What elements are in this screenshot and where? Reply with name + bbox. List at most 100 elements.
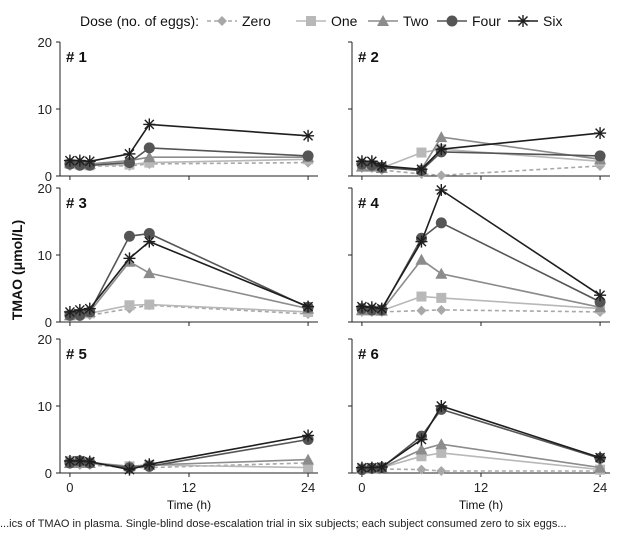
legend-marker-one: [306, 16, 316, 26]
data-point-six: [594, 289, 607, 302]
x-tick-label: 12: [474, 480, 488, 495]
y-axis-label: TMAO (μmol/L): [9, 220, 25, 320]
data-point-six: [435, 143, 448, 156]
data-point-six: [375, 159, 388, 172]
series-line-six: [361, 132, 601, 171]
data-point-six: [63, 305, 76, 318]
data-point-two: [143, 151, 156, 163]
series-line-zero: [361, 468, 601, 472]
legend-marker-zero: [217, 16, 227, 26]
panel-title: # 4: [358, 195, 380, 212]
data-point-six: [143, 458, 156, 471]
data-point-six: [355, 461, 368, 474]
data-point-four: [302, 150, 314, 162]
data-point-zero: [436, 170, 447, 181]
tmao-figure: Dose (no. of eggs): Zero One Two Four Six TM…: [9, 13, 610, 512]
panel-6: 0 12 24 # 6 Time (h): [348, 338, 610, 512]
data-point-zero: [416, 305, 427, 316]
data-point-four: [143, 142, 155, 154]
data-point-four: [123, 230, 135, 242]
series-six: [355, 400, 607, 474]
data-point-six: [365, 155, 378, 168]
panel-5: 0 10 20 0 12 24 # 5 Time (h): [38, 332, 318, 512]
panel-title: # 5: [66, 346, 87, 363]
data-point-six: [83, 455, 96, 468]
legend-label-four: Four: [472, 13, 501, 29]
series-line-six: [361, 405, 601, 469]
legend-label-zero: Zero: [242, 13, 271, 29]
series-line-four: [69, 232, 309, 317]
legend-marker-six: [517, 15, 529, 27]
legend-items: Zero One Two Four Six: [207, 13, 562, 29]
data-point-six: [375, 302, 388, 315]
panel-title: # 3: [66, 195, 87, 212]
data-point-four: [123, 157, 135, 169]
legend-item-one: One: [296, 13, 358, 29]
legend-label-six: Six: [543, 13, 562, 29]
data-point-one: [416, 291, 427, 302]
data-point-two: [435, 438, 448, 450]
y-tick-label: 10: [38, 248, 52, 263]
panel-title: # 2: [358, 49, 379, 66]
data-point-zero: [436, 304, 447, 315]
figure-caption: ...ics of TMAO in plasma. Single-blind d…: [0, 518, 567, 530]
series-four: [64, 142, 314, 171]
y-tick-label: 10: [38, 399, 52, 414]
data-point-one: [124, 300, 135, 311]
x-tick-label: 0: [66, 480, 73, 495]
series-two: [355, 438, 607, 474]
data-point-four: [594, 296, 606, 308]
data-point-zero: [436, 465, 447, 476]
data-point-six: [83, 302, 96, 315]
x-tick-label: 12: [182, 480, 196, 495]
panel-2: # 2: [348, 41, 610, 181]
series-six: [63, 235, 315, 318]
legend-item-six: Six: [508, 13, 562, 29]
series-line-six: [69, 434, 309, 471]
data-point-six: [123, 463, 136, 476]
panel-4: # 4: [348, 184, 610, 326]
data-point-four: [435, 217, 447, 229]
data-point-six: [123, 252, 136, 265]
series-four: [356, 146, 606, 177]
data-point-six: [83, 155, 96, 168]
data-point-two: [415, 253, 428, 265]
x-axis-label: Time (h): [167, 498, 211, 512]
data-point-six: [415, 235, 428, 248]
series-six: [63, 429, 315, 476]
y-tick-label: 10: [38, 102, 52, 117]
series-line-zero: [361, 309, 601, 313]
data-point-one: [416, 147, 427, 158]
y-tick-label: 20: [38, 181, 52, 196]
data-point-four: [594, 150, 606, 162]
data-point-two: [302, 453, 315, 465]
data-point-one: [436, 292, 447, 303]
data-point-six: [143, 235, 156, 248]
series-two: [63, 453, 315, 472]
data-point-two: [435, 267, 448, 279]
y-tick-label: 20: [38, 35, 52, 50]
data-point-six: [302, 300, 315, 313]
panel-1: 0 10 20 # 1: [38, 35, 318, 184]
data-point-six: [594, 451, 607, 464]
legend-label-two: Two: [403, 13, 429, 29]
legend-label-one: One: [331, 13, 358, 29]
data-point-six: [143, 118, 156, 131]
data-point-six: [435, 184, 448, 197]
data-point-two: [594, 461, 607, 473]
series-six: [355, 184, 607, 315]
series-line-two: [361, 258, 601, 312]
data-point-six: [302, 429, 315, 442]
data-point-one: [303, 462, 314, 473]
data-point-six: [73, 303, 86, 316]
series-line-one: [361, 295, 601, 312]
data-point-six: [415, 433, 428, 446]
series-six: [63, 118, 315, 168]
legend: Dose (no. of eggs): Zero One Two Four Six: [80, 13, 562, 29]
data-point-one: [416, 451, 427, 462]
legend-item-four: Four: [437, 13, 501, 29]
data-point-zero: [416, 464, 427, 475]
legend-item-zero: Zero: [207, 13, 271, 29]
x-tick-label: 0: [358, 480, 365, 495]
